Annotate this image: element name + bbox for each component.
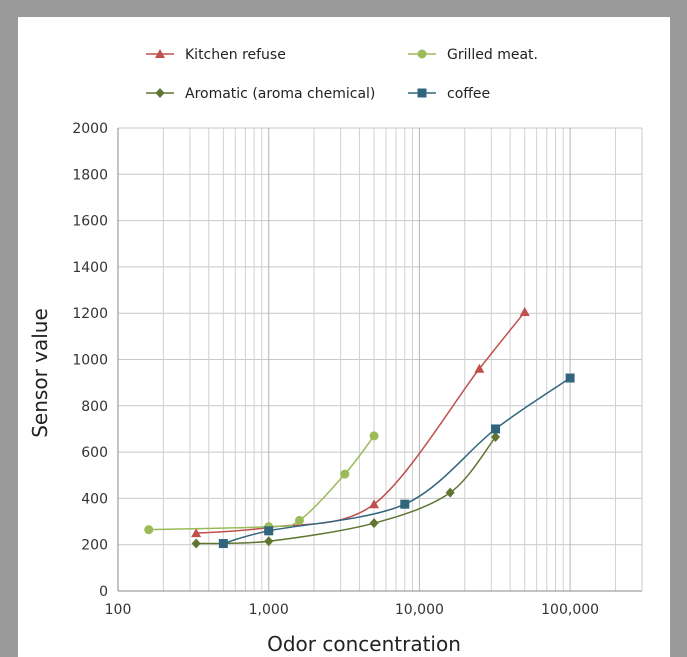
series-kitchen-refuse	[191, 307, 530, 538]
data-point-grilled-meat	[340, 469, 350, 479]
legend-item-kitchen-refuse: Kitchen refuse	[146, 47, 286, 63]
data-point-kitchen-refuse	[369, 499, 380, 509]
series-aromatic-aroma-chemical	[191, 432, 501, 549]
legend-marker	[155, 88, 165, 98]
y-tick-label: 400	[81, 491, 108, 507]
data-point-grilled-meat	[294, 515, 304, 525]
series-layer	[144, 307, 575, 549]
series-line-coffee	[223, 377, 571, 545]
legend-label: Kitchen refuse	[185, 47, 286, 63]
data-point-kitchen-refuse	[474, 363, 485, 373]
series-coffee	[218, 373, 575, 549]
tick-labels: 0 200 400 600 800 1000 1200 1400 1600 1800 2000 100…	[72, 121, 599, 618]
data-point-coffee	[218, 539, 228, 549]
line-chart: 0 200 400 600 800 1000 1200 1400 1600 1800 2000 100…	[28, 47, 643, 656]
y-tick-label: 600	[81, 445, 108, 461]
legend-marker	[417, 88, 427, 98]
legend-item-grilled-meat: Grilled meat.	[408, 47, 538, 63]
y-tick-label: 2000	[72, 121, 108, 137]
legend: Kitchen refuse Grilled meat. Aromatic (aro…	[146, 47, 538, 102]
legend-item-aromatic-aroma-chemical: Aromatic (aroma chemical)	[146, 86, 375, 102]
x-tick-label: 100	[105, 602, 132, 618]
x-tick-label: 1,000	[249, 602, 289, 618]
x-tick-label: 100,000	[541, 602, 599, 618]
legend-item-coffee: coffee	[408, 86, 490, 102]
data-point-kitchen-refuse	[191, 528, 202, 538]
y-axis-label: Sensor value	[28, 308, 52, 438]
data-point-aromatic-aroma-chemical	[491, 432, 501, 443]
chart-card: 0 200 400 600 800 1000 1200 1400 1600 1800 2000 100…	[18, 17, 670, 657]
data-point-aromatic-aroma-chemical	[445, 487, 455, 498]
y-tick-label: 1200	[72, 306, 108, 322]
legend-marker	[155, 49, 165, 58]
y-tick-label: 0	[99, 584, 108, 600]
axes	[117, 128, 643, 592]
data-point-kitchen-refuse	[519, 307, 530, 317]
data-point-aromatic-aroma-chemical	[264, 536, 274, 547]
data-point-coffee	[264, 526, 274, 536]
y-tick-label: 1400	[72, 260, 108, 276]
x-tick-label: 10,000	[395, 602, 444, 618]
legend-label: Grilled meat.	[447, 47, 538, 63]
data-point-grilled-meat	[144, 525, 154, 535]
data-point-coffee	[565, 373, 575, 383]
series-line-kitchen-refuse	[196, 311, 526, 534]
y-tick-label: 1000	[72, 353, 108, 369]
series-grilled-meat	[144, 431, 379, 535]
y-tick-label: 1600	[72, 214, 108, 230]
y-tick-label: 1800	[72, 167, 108, 183]
data-point-aromatic-aroma-chemical	[369, 518, 379, 529]
legend-marker	[417, 49, 427, 59]
data-point-grilled-meat	[369, 431, 379, 441]
legend-label: Aromatic (aroma chemical)	[185, 86, 375, 102]
data-point-coffee	[400, 499, 410, 509]
x-axis-label: Odor concentration	[267, 632, 461, 656]
y-tick-label: 800	[81, 399, 108, 415]
legend-label: coffee	[447, 86, 490, 102]
y-tick-label: 200	[81, 538, 108, 554]
data-point-aromatic-aroma-chemical	[191, 538, 201, 549]
data-point-coffee	[491, 424, 501, 434]
